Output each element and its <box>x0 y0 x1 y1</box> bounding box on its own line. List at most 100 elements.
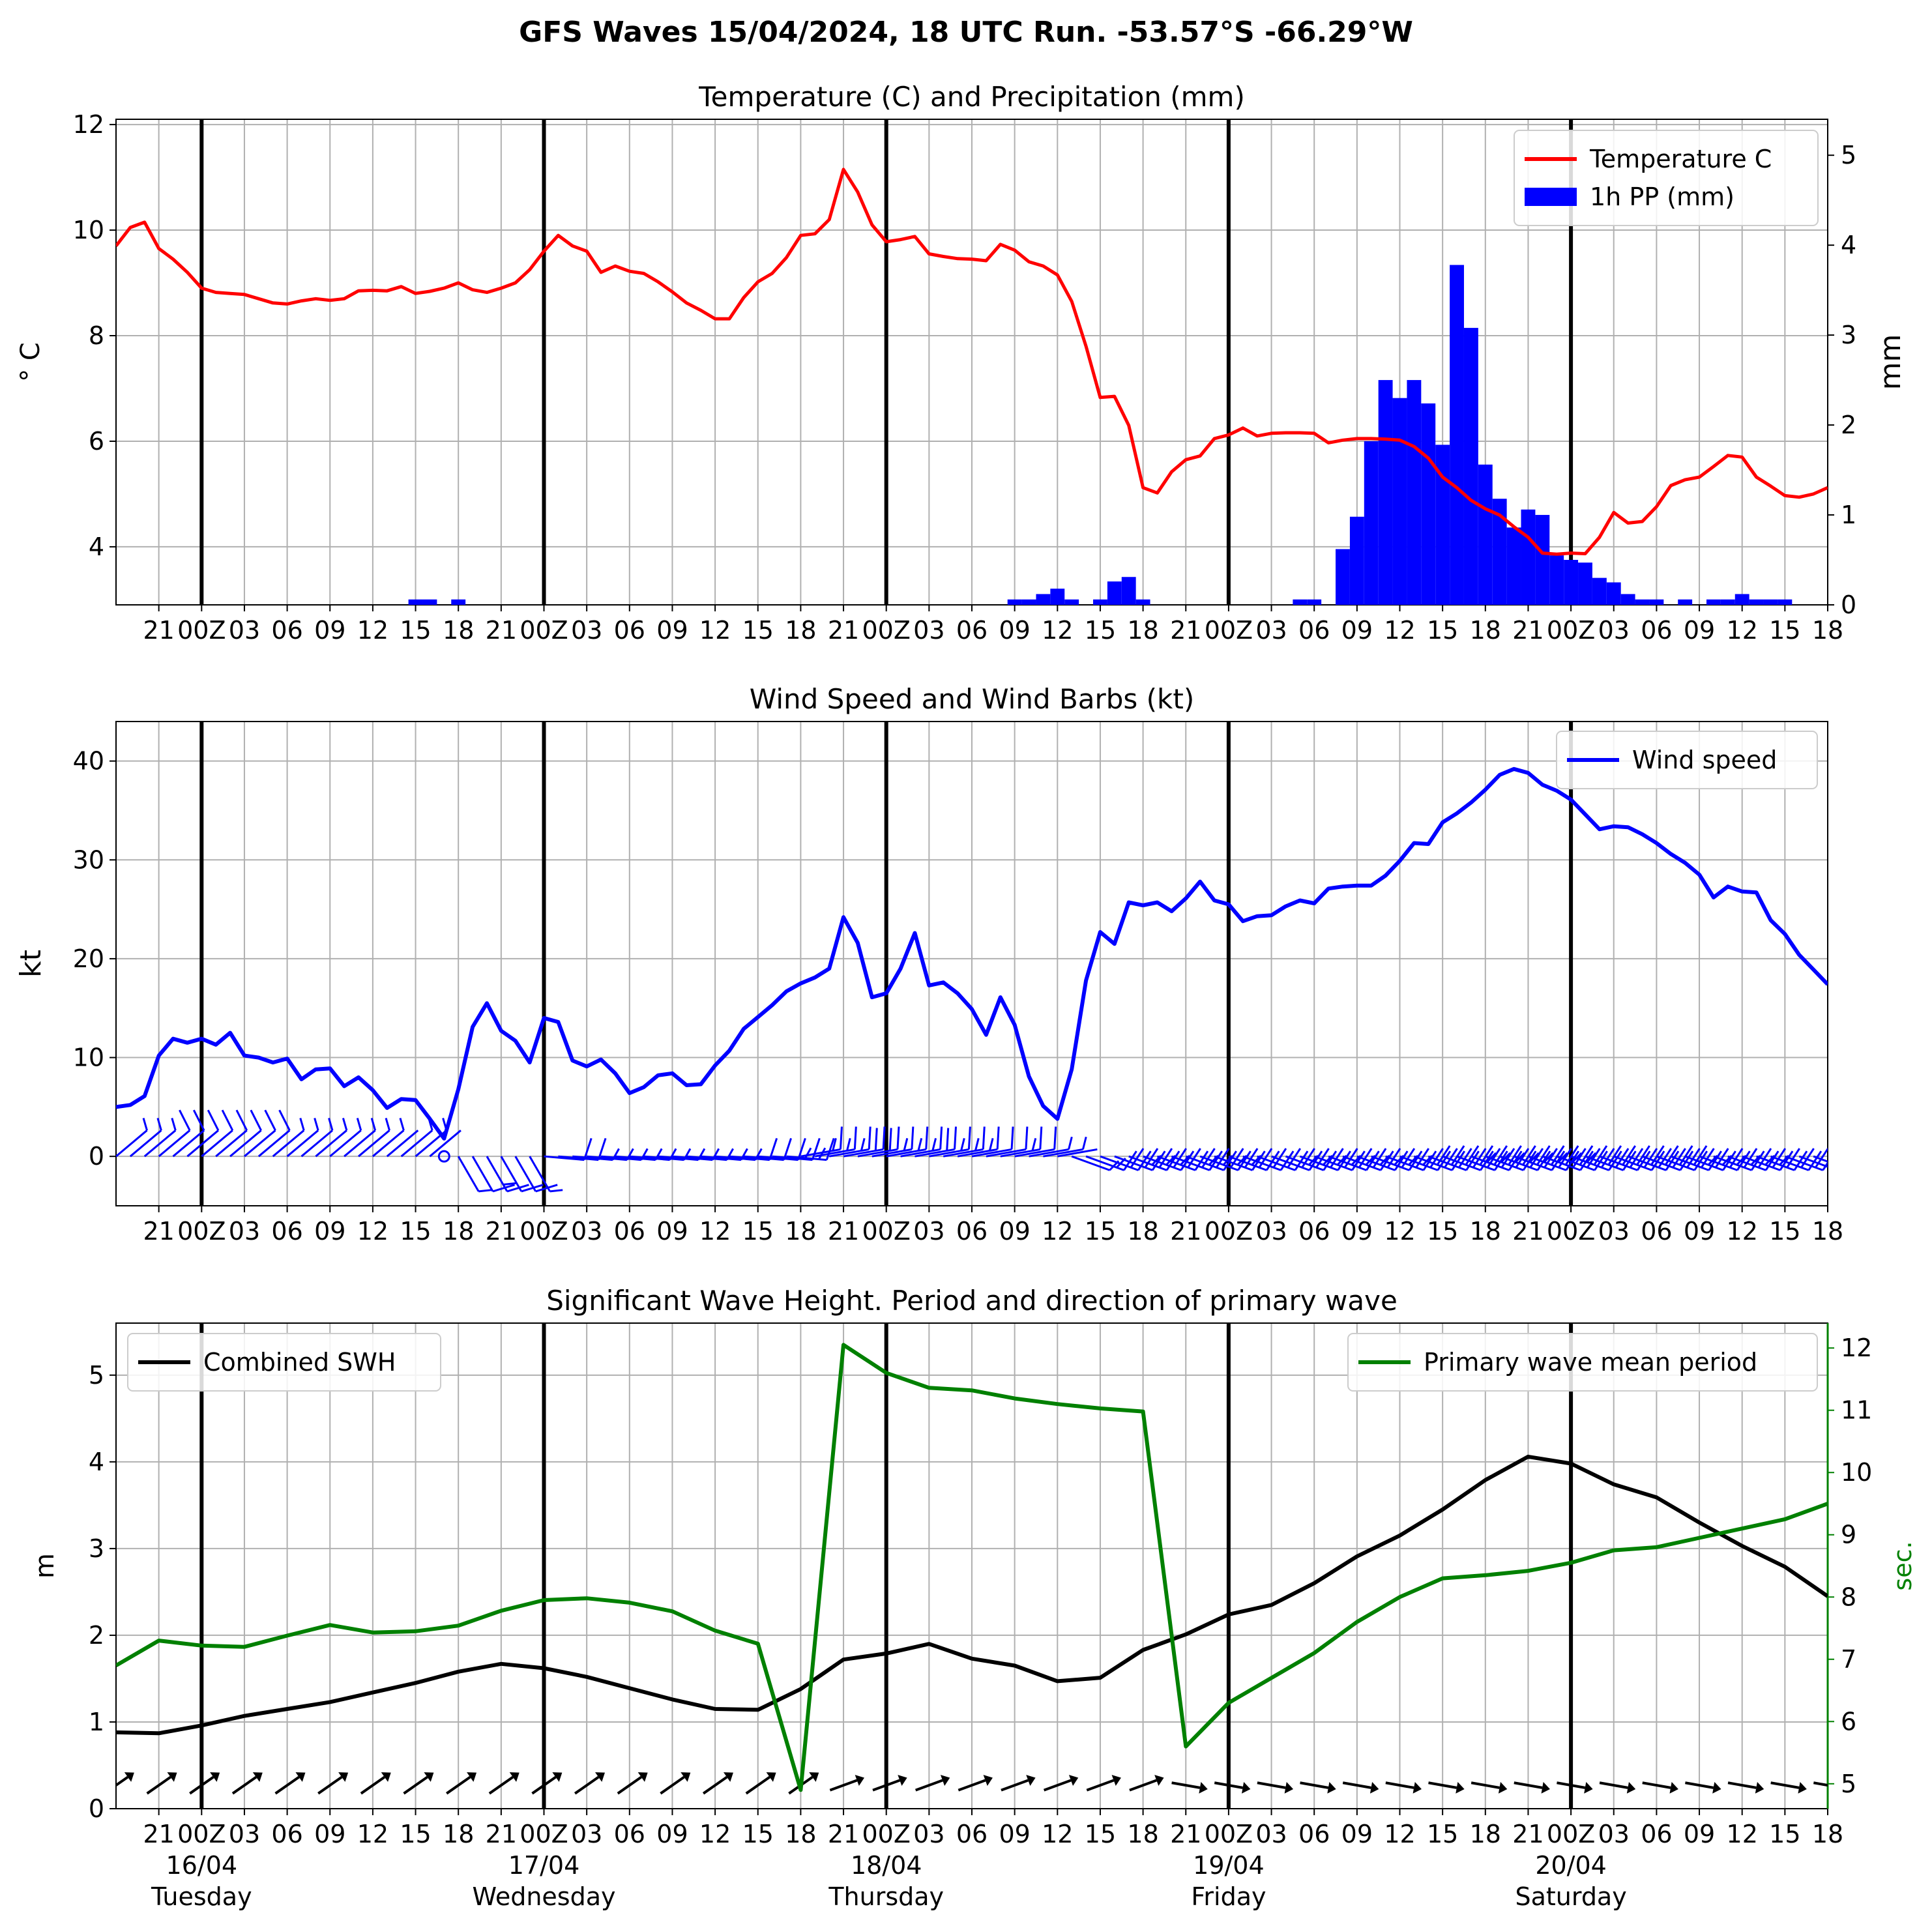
x-tick-label: 03 <box>913 616 944 645</box>
wind-barb <box>143 1117 177 1158</box>
x-tick-label: 15 <box>1085 616 1116 645</box>
precip-bar <box>1135 599 1150 605</box>
wind-barb <box>1642 1145 1694 1171</box>
wind-barb <box>1471 1145 1523 1171</box>
wind-barb <box>514 1156 558 1193</box>
precip-bar <box>1307 599 1322 605</box>
y-right-tick-label: 5 <box>1841 141 1856 169</box>
x-tick-label: 00Z <box>520 1820 568 1848</box>
x-tick-label: 21 <box>1512 1820 1544 1848</box>
precip-bar <box>1392 398 1407 605</box>
y-right-tick-label: 8 <box>1841 1583 1856 1611</box>
x-tick-label: 06 <box>271 1217 302 1246</box>
wind-barb <box>257 1109 291 1158</box>
precip-bar <box>1521 509 1536 605</box>
wind-barb <box>857 1126 900 1158</box>
wind-barb <box>1556 1145 1608 1171</box>
axes-frame <box>115 119 1828 606</box>
wind-barb <box>1413 1145 1466 1171</box>
x-tick-label: 00Z <box>1205 616 1253 645</box>
wave-direction-arrow <box>1727 1781 1764 1794</box>
x-tick-label: 03 <box>1255 616 1287 645</box>
y-axis-label: m <box>30 1553 60 1579</box>
x-tick-label: 03 <box>1255 1217 1287 1246</box>
y-tick-label: 4 <box>89 1448 104 1476</box>
x-tick-label: 09 <box>314 1217 345 1246</box>
x-tick-label: 18 <box>1812 616 1843 645</box>
wind-barb <box>529 1156 563 1193</box>
wave-panel: 21 00Z 03 06 09 12 15 18 21 00Z 03 06 09 12 15 18 21 00Z 0… <box>30 1285 1917 1911</box>
x-tick-label: 06 <box>1641 616 1672 645</box>
x-tick-label: 06 <box>614 616 645 645</box>
x-tick-label: 21 <box>143 616 174 645</box>
wind-barb <box>1770 1148 1822 1171</box>
wind-barb <box>1371 1148 1423 1171</box>
wind-barb <box>1242 1148 1295 1171</box>
x-tick-label: 03 <box>229 616 260 645</box>
x-tick-label: 09 <box>656 616 688 645</box>
wind-barb <box>1143 1148 1195 1171</box>
wind-barb <box>1628 1145 1680 1171</box>
y-right-tick-label: 12 <box>1841 1334 1872 1362</box>
legend <box>1556 731 1818 789</box>
y-tick-label: 4 <box>89 533 104 561</box>
x-tick-label: 09 <box>1341 1820 1373 1848</box>
wave-direction-arrow <box>1385 1781 1422 1794</box>
precip-bar <box>1535 515 1550 605</box>
x-tick-label: 18 <box>1470 1820 1501 1848</box>
wave-direction-arrow <box>1171 1781 1208 1794</box>
x-tick-label: 06 <box>614 1820 645 1848</box>
y-right-axis-label: sec. <box>1888 1541 1917 1590</box>
wind-barb <box>1727 1148 1779 1171</box>
x-tick-label: 15 <box>1769 1217 1800 1246</box>
wave-direction-arrow <box>189 1772 220 1795</box>
x-tick-label: 12 <box>1727 616 1758 645</box>
x-tick-label: 21 <box>1512 1217 1544 1246</box>
x-tick-label: 00Z <box>1205 1820 1253 1848</box>
x-tick-label: 21 <box>1170 616 1201 645</box>
wind-barb <box>1071 1155 1120 1171</box>
wind-barb <box>1014 1126 1057 1158</box>
x-tick-label: 00Z <box>862 1217 911 1246</box>
y-right-tick-label: 0 <box>1841 591 1856 619</box>
precip-bar <box>451 599 466 605</box>
wave-direction-arrow <box>702 1772 733 1795</box>
y-tick-label: 10 <box>73 216 104 244</box>
wind-barb <box>929 1126 971 1158</box>
wind-barb <box>743 1137 792 1161</box>
wave-direction-arrow <box>1214 1781 1251 1794</box>
wave-direction-arrow <box>660 1772 691 1795</box>
swh-line <box>116 1454 1828 1736</box>
x-tick-label: 18 <box>785 1217 816 1246</box>
wind-barb <box>1356 1148 1409 1171</box>
x-tick-label: 00Z <box>1547 1820 1595 1848</box>
x-tick-label: 15 <box>1085 1217 1116 1246</box>
x-tick-label: 15 <box>1085 1820 1116 1848</box>
precip-bar <box>1349 516 1364 605</box>
x-tick-label: 15 <box>742 1217 774 1246</box>
y-right-tick-label: 11 <box>1841 1396 1872 1425</box>
x-tick-label: 00Z <box>1547 616 1595 645</box>
y-tick-label: 20 <box>73 944 104 973</box>
wind-barb <box>900 1126 943 1158</box>
wave-direction-arrow <box>1813 1781 1828 1787</box>
wave-direction-arrow <box>1001 1775 1036 1792</box>
x-tick-label: 15 <box>400 1217 431 1246</box>
wind-barb <box>1257 1148 1309 1171</box>
precip-bar <box>1364 441 1379 605</box>
wind-barb <box>1656 1145 1708 1171</box>
wind-barb <box>871 1126 915 1158</box>
precip-bar <box>1592 577 1607 605</box>
precip-bar <box>1378 380 1393 605</box>
y-axis-label: kt <box>14 950 48 978</box>
x-tick-label: 12 <box>1042 616 1073 645</box>
precip-bar <box>1606 582 1621 605</box>
wind-barb <box>1527 1145 1580 1171</box>
wind-barb <box>1542 1145 1594 1171</box>
wave-direction-arrow <box>1514 1781 1550 1794</box>
wind-barb <box>229 1109 262 1158</box>
wave-direction-arrow <box>1599 1781 1636 1794</box>
wind-barb <box>1756 1148 1808 1171</box>
wind-barb <box>1813 1155 1828 1163</box>
x-tick-label: 06 <box>956 1217 988 1246</box>
